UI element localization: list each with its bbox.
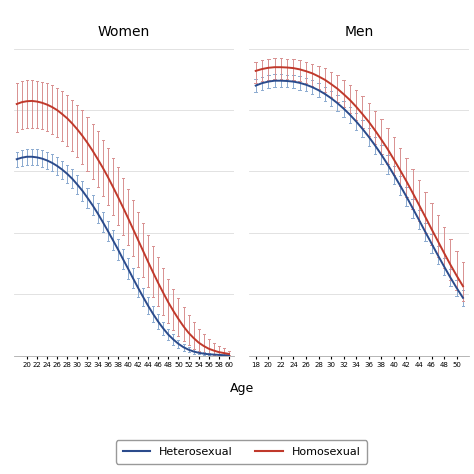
Legend: Heterosexual, Homosexual: Heterosexual, Homosexual <box>116 440 367 464</box>
Title: Men: Men <box>345 25 374 39</box>
Text: Age: Age <box>229 382 254 394</box>
Title: Women: Women <box>98 25 150 39</box>
